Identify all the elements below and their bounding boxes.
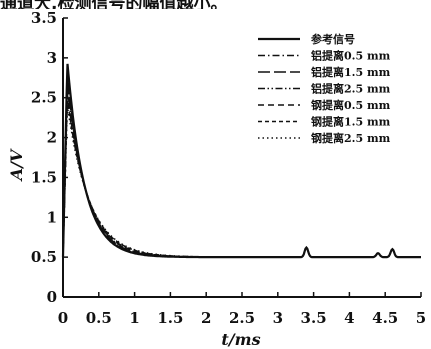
legend-label: 钢提离1.5 mm bbox=[311, 115, 391, 129]
x-tick-label: 2 bbox=[201, 309, 211, 327]
series-line bbox=[62, 81, 421, 258]
x-tick-label: 4 bbox=[344, 309, 354, 327]
legend-label: 铝提离1.5 mm bbox=[311, 65, 391, 79]
x-tick-label: 3 bbox=[273, 309, 283, 327]
y-tick-label: 1 bbox=[47, 208, 57, 226]
x-tick-label: 1.5 bbox=[157, 309, 183, 327]
x-tick-label: 4.5 bbox=[372, 309, 398, 327]
y-tick-label: 3 bbox=[47, 49, 57, 67]
y-tick-label: 1.5 bbox=[31, 168, 57, 186]
x-tick-label: 0.5 bbox=[86, 309, 112, 327]
legend-label: 铝提离2.5 mm bbox=[311, 82, 391, 96]
x-tick-label: 3.5 bbox=[301, 309, 327, 327]
y-tick-label: 3.5 bbox=[31, 9, 57, 27]
x-tick-label: 2.5 bbox=[229, 309, 255, 327]
legend-label: 参考信号 bbox=[311, 32, 355, 46]
caption-fragment: 通道大,检测信号的幅值越小。 bbox=[0, 0, 431, 9]
x-axis-label: t/ms bbox=[221, 330, 260, 349]
y-tick-label: 2 bbox=[47, 129, 57, 147]
x-tick-label: 5 bbox=[416, 309, 426, 327]
y-tick-label: 0.5 bbox=[31, 248, 57, 266]
legend-label: 钢提离0.5 mm bbox=[311, 98, 391, 112]
legend-label: 铝提离0.5 mm bbox=[311, 49, 391, 63]
series-line bbox=[62, 106, 421, 258]
y-axis-label: A/V bbox=[7, 148, 26, 182]
y-tick-label: 0 bbox=[47, 288, 57, 306]
x-tick-label: 0 bbox=[58, 309, 68, 327]
x-tick-label: 1 bbox=[129, 309, 139, 327]
y-tick-label: 2.5 bbox=[31, 89, 57, 107]
legend-label: 钢提离2.5 mm bbox=[311, 131, 391, 145]
